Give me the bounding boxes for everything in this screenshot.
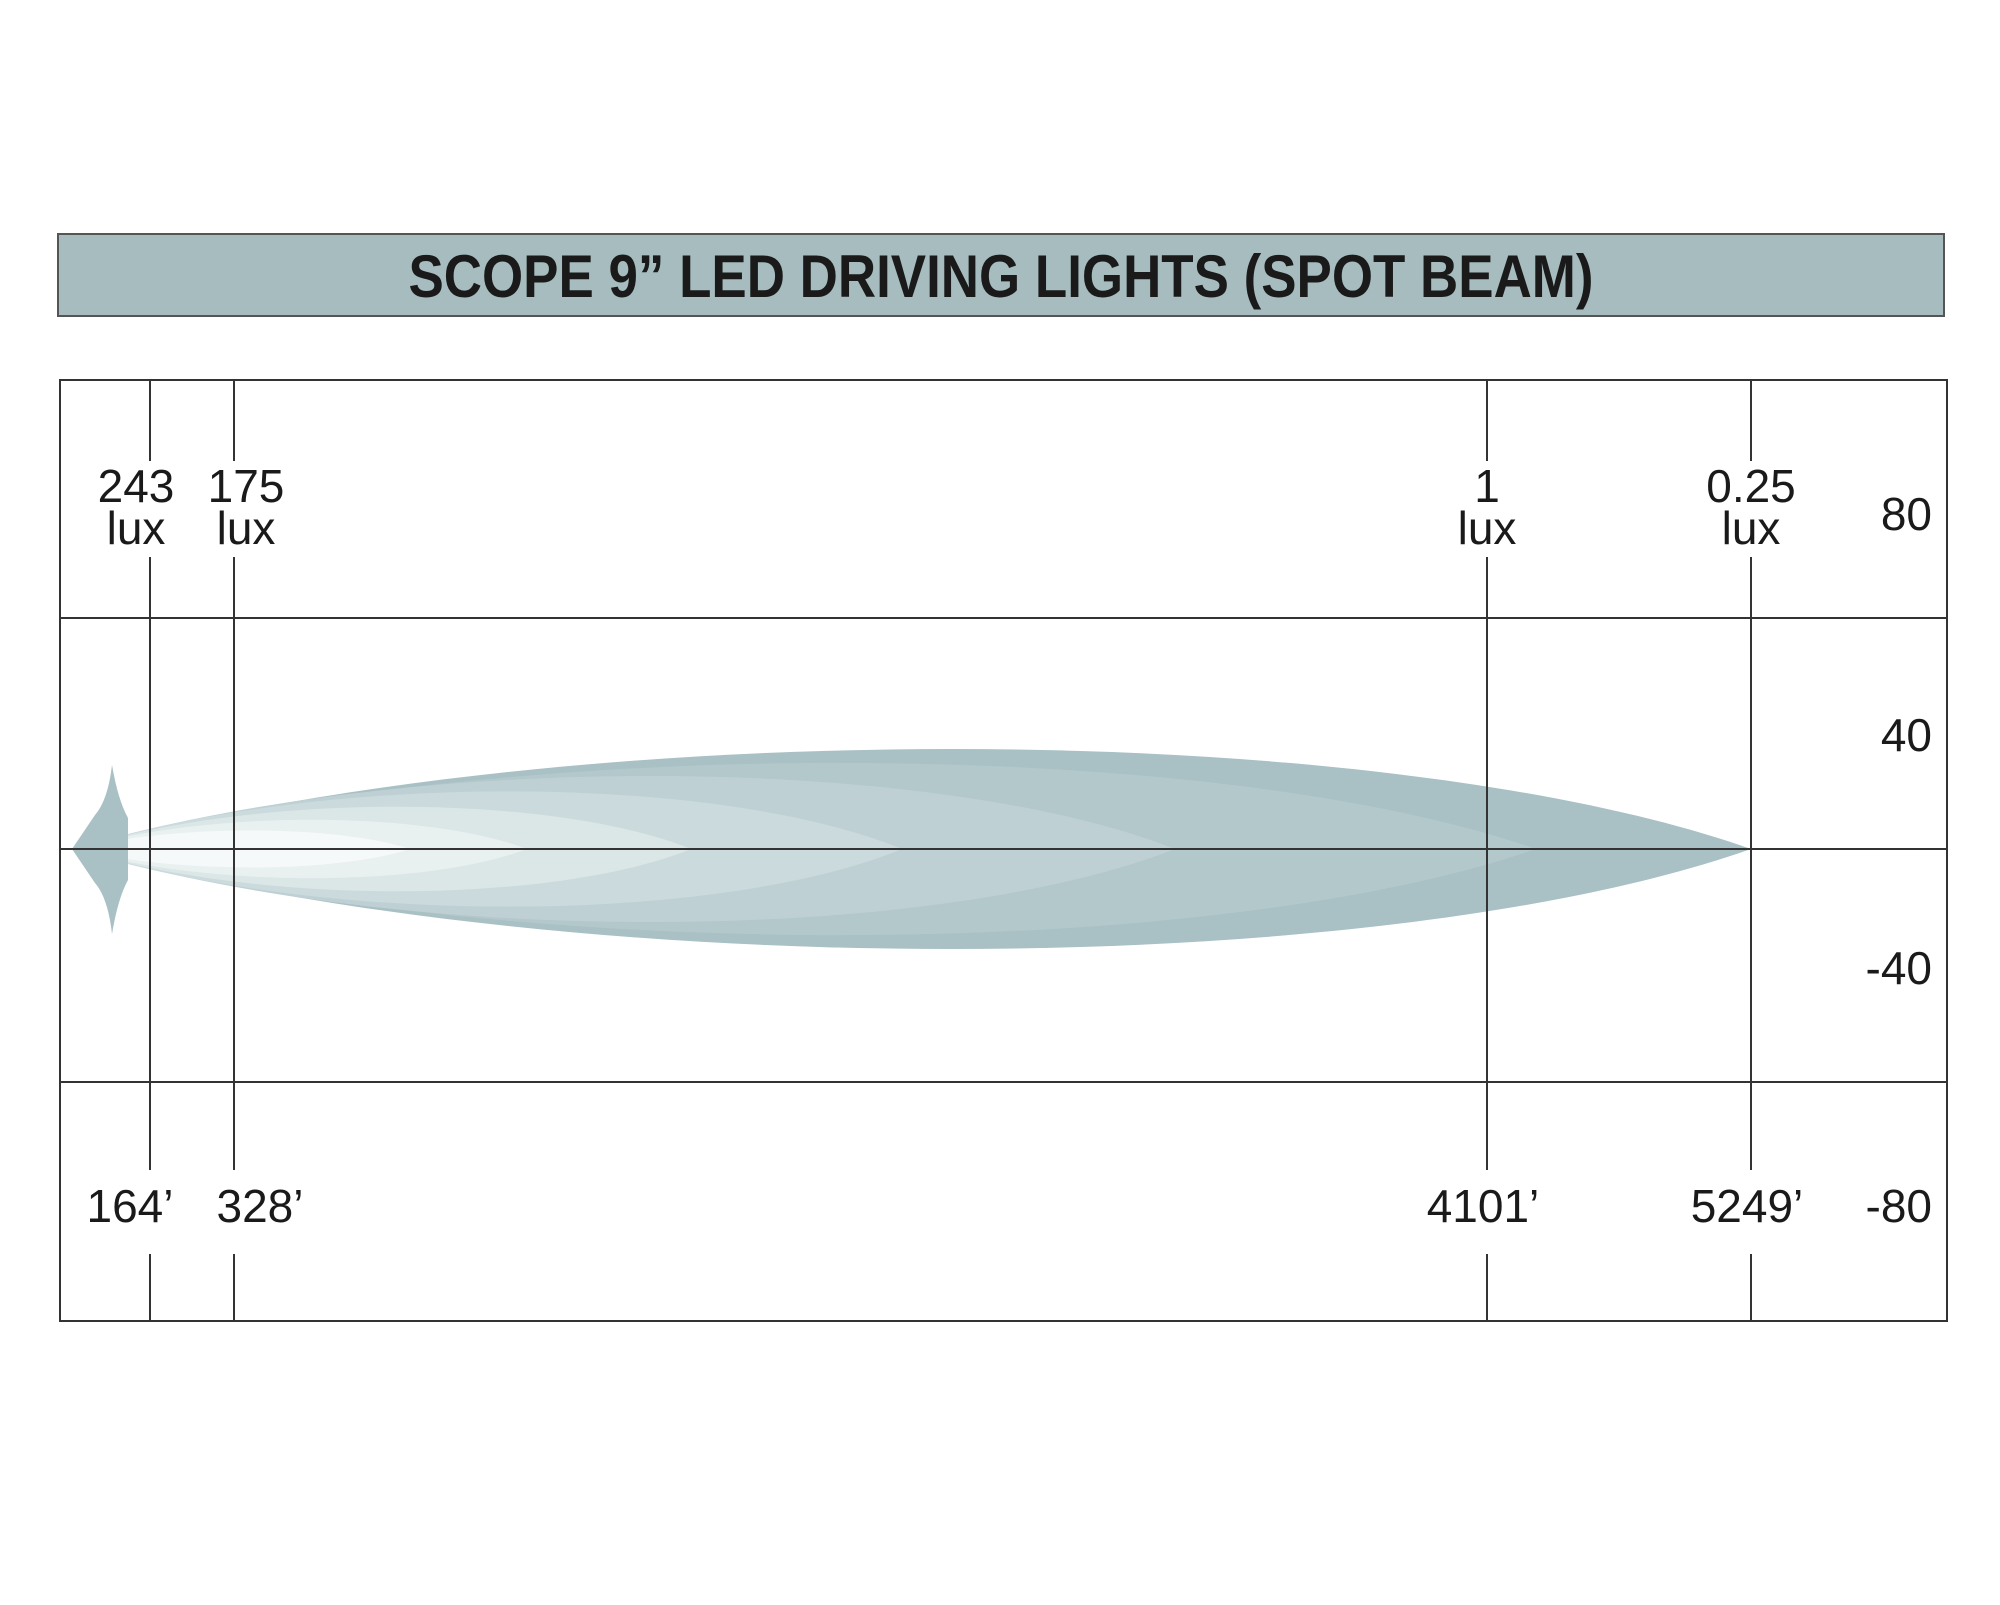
y-label: 80 xyxy=(1881,488,1932,540)
lux-unit: lux xyxy=(1722,502,1781,554)
y-label: 40 xyxy=(1881,709,1932,761)
chart-frame xyxy=(59,379,1948,1322)
lux-value: 175 xyxy=(208,460,285,512)
distance-label: 4101’ xyxy=(1427,1180,1540,1232)
lux-unit: lux xyxy=(1458,502,1517,554)
title: SCOPE 9” LED DRIVING LIGHTS (SPOT BEAM) xyxy=(409,243,1594,310)
lux-unit: lux xyxy=(217,502,276,554)
lux-value: 243 xyxy=(98,460,175,512)
title-bar xyxy=(57,233,1945,317)
y-label: -80 xyxy=(1866,1180,1932,1232)
distance-label: 164’ xyxy=(87,1180,174,1232)
lux-unit: lux xyxy=(107,502,166,554)
distance-label: 328’ xyxy=(217,1180,304,1232)
lux-value: 1 xyxy=(1474,460,1500,512)
lux-value: 0.25 xyxy=(1706,460,1796,512)
distance-label: 5249’ xyxy=(1691,1180,1804,1232)
y-label: -40 xyxy=(1866,942,1932,994)
